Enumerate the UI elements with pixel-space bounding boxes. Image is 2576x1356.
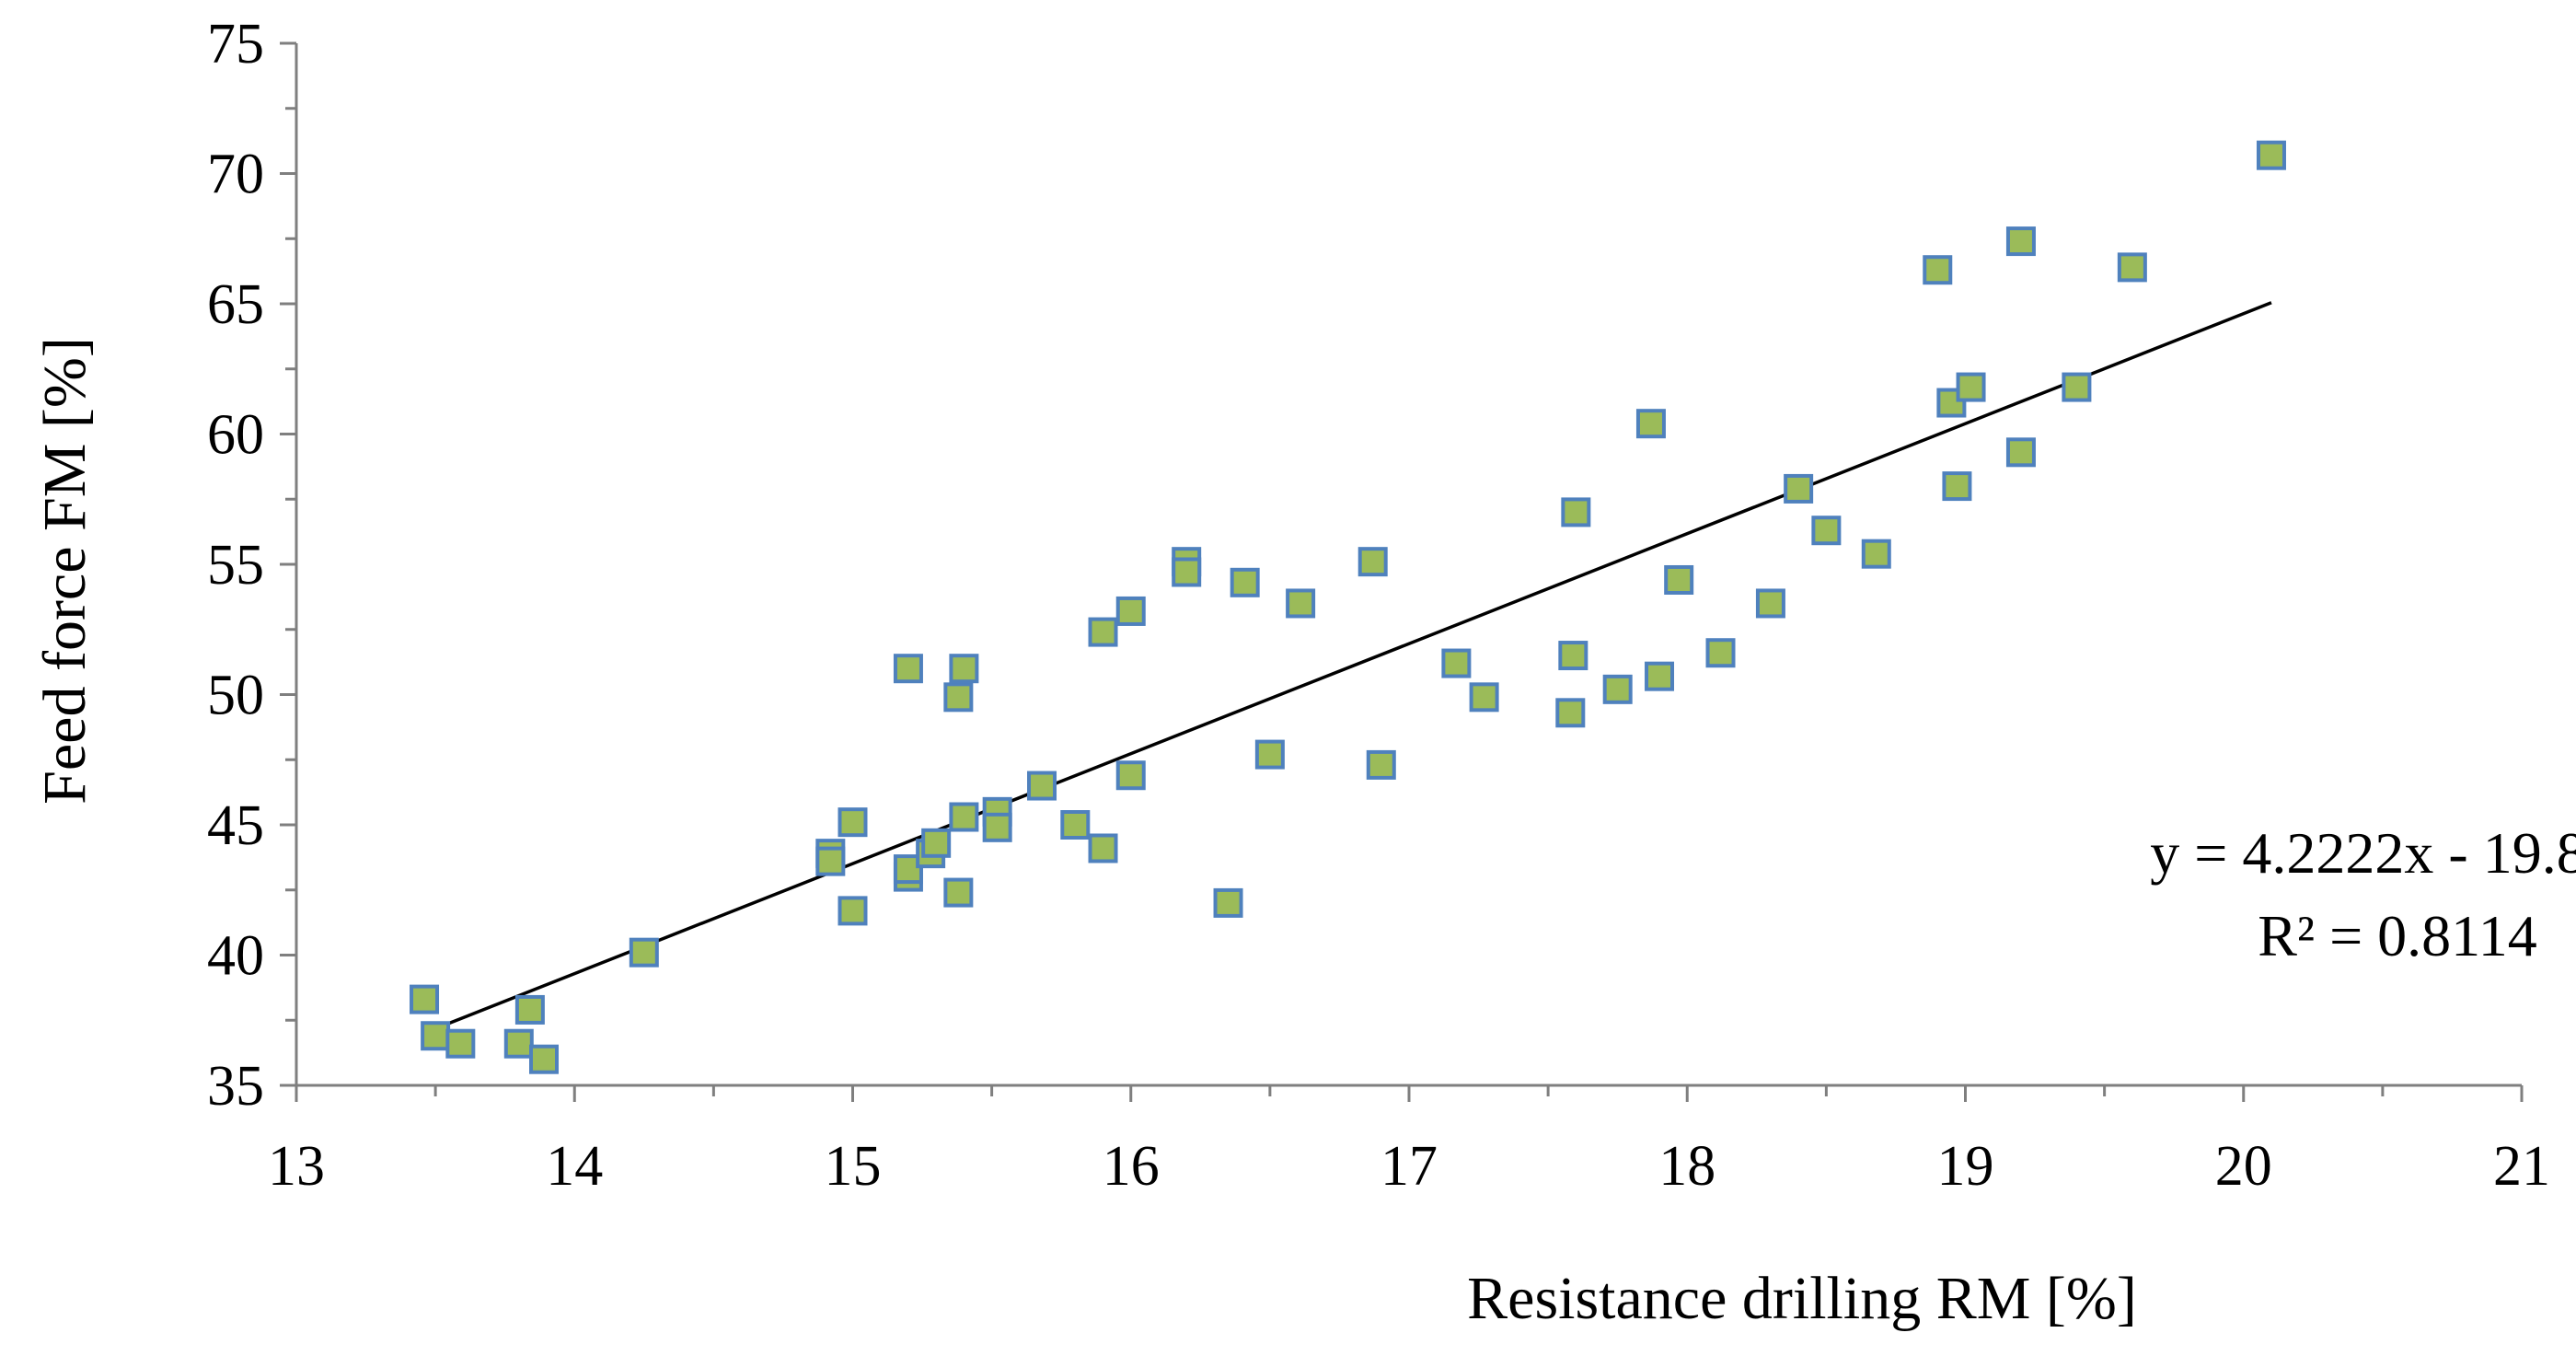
data-point	[1027, 771, 1057, 801]
y-tick-labels: 35 40 45 50 55 60 65 70 75	[207, 13, 264, 1118]
data-point	[943, 682, 974, 713]
data-point	[445, 1028, 476, 1059]
data-point	[1115, 760, 1146, 791]
y-tick-label: 75	[207, 13, 264, 75]
x-tick-label: 16	[1103, 1135, 1160, 1198]
data-point	[1645, 661, 1675, 691]
data-point	[1469, 682, 1499, 713]
data-point	[949, 654, 979, 684]
data-point	[1172, 557, 1202, 587]
y-tick-label: 45	[207, 794, 264, 857]
data-point	[1861, 539, 1891, 569]
data-point	[949, 802, 979, 832]
data-point	[1357, 547, 1388, 577]
data-point	[1366, 749, 1396, 780]
data-point	[1286, 588, 1316, 619]
y-tick-label: 40	[207, 925, 264, 988]
data-point	[1254, 739, 1285, 770]
y-tick-label: 50	[207, 665, 264, 727]
data-point	[2062, 372, 2092, 402]
x-tick-label: 19	[1937, 1135, 1994, 1198]
data-point	[1755, 588, 1785, 619]
x-tick-label: 15	[825, 1135, 882, 1198]
r-squared-label: R² = 0.8114	[2258, 903, 2537, 968]
data-point	[1561, 497, 1591, 527]
data-point	[1705, 638, 1736, 668]
y-axis-title: Feed force FM [%]	[31, 337, 98, 805]
data-point	[1602, 674, 1633, 704]
data-point	[1558, 641, 1588, 671]
data-point	[529, 1044, 560, 1074]
x-tick-label: 13	[268, 1135, 325, 1198]
data-point	[514, 994, 545, 1025]
data-point	[837, 896, 868, 926]
x-tick-label: 18	[1658, 1135, 1715, 1198]
x-tick-label: 14	[546, 1135, 603, 1198]
y-tick-label: 60	[207, 404, 264, 467]
data-point	[1784, 473, 1814, 504]
data-point	[2005, 437, 2036, 468]
x-tick-label: 20	[2215, 1135, 2272, 1198]
data-point	[1213, 887, 1243, 918]
data-point	[1230, 567, 1260, 597]
y-tick-label: 35	[207, 1055, 264, 1118]
x-axis-title: Resistance drilling RM [%]	[1467, 1265, 2137, 1332]
data-point	[1088, 617, 1118, 647]
data-point	[943, 877, 974, 908]
data-point	[921, 828, 952, 858]
data-point	[1088, 833, 1118, 863]
data-point	[1923, 255, 1953, 285]
data-point	[1555, 698, 1586, 728]
y-tick-label: 55	[207, 534, 264, 597]
x-tick-label: 21	[2493, 1135, 2550, 1198]
data-point	[2005, 226, 2036, 257]
tick-marks	[280, 41, 2524, 1102]
data-point	[1060, 810, 1091, 840]
data-point	[410, 984, 440, 1014]
x-tick-label: 17	[1380, 1135, 1438, 1198]
data-point	[1942, 471, 1972, 502]
data-point	[982, 812, 1012, 842]
data-point	[893, 654, 923, 684]
data-point	[1635, 409, 1666, 439]
x-tick-labels: 13 14 15 16 17 18 19 20 21	[268, 1135, 2550, 1198]
data-point	[421, 1021, 451, 1051]
data-point	[1956, 372, 1986, 402]
data-point	[629, 937, 659, 968]
y-tick-label: 65	[207, 273, 264, 336]
data-point	[2256, 140, 2286, 170]
data-point	[837, 807, 868, 838]
data-point	[2117, 252, 2147, 283]
data-points	[410, 140, 2286, 1074]
data-point	[1811, 516, 1842, 546]
data-point	[815, 846, 846, 876]
data-point	[1441, 648, 1472, 678]
trendline	[434, 301, 2272, 1031]
data-point	[1664, 564, 1694, 595]
data-point	[503, 1028, 534, 1059]
data-point	[1115, 596, 1146, 626]
plot-area: 35 40 45 50 55 60 65 70 75 13 14 15 16 17 18 19 20 21	[207, 13, 2550, 1198]
trendline-equation: y = 4.2222x - 19.823	[2150, 820, 2576, 886]
y-tick-label: 70	[207, 144, 264, 206]
